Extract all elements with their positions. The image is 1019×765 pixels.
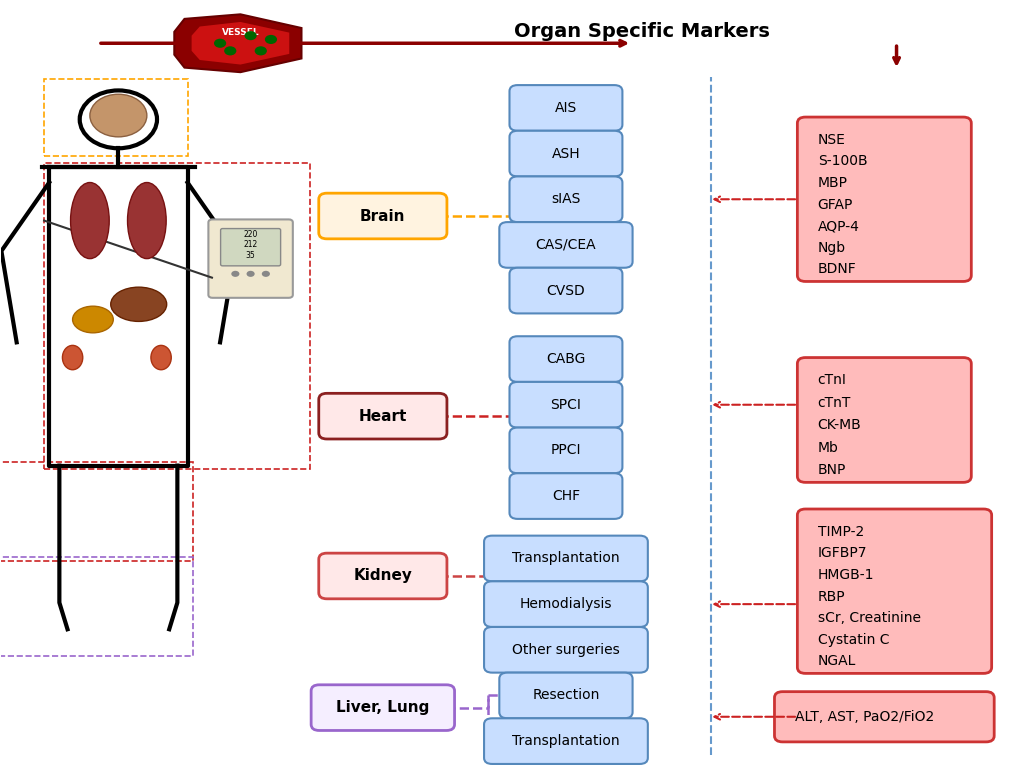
Polygon shape xyxy=(192,22,289,64)
Text: Cystatin C: Cystatin C xyxy=(817,633,889,646)
Text: cTnI: cTnI xyxy=(817,373,846,387)
Text: MBP: MBP xyxy=(817,176,847,190)
FancyBboxPatch shape xyxy=(484,536,647,581)
Ellipse shape xyxy=(72,306,113,333)
Text: HMGB-1: HMGB-1 xyxy=(817,568,873,582)
FancyBboxPatch shape xyxy=(220,229,280,266)
FancyBboxPatch shape xyxy=(510,382,622,428)
FancyBboxPatch shape xyxy=(510,85,622,131)
Ellipse shape xyxy=(127,183,166,259)
FancyBboxPatch shape xyxy=(319,553,446,599)
Text: CABG: CABG xyxy=(546,352,585,366)
Text: Brain: Brain xyxy=(360,209,406,223)
Text: Hemodialysis: Hemodialysis xyxy=(520,597,611,611)
Text: 220
212
35: 220 212 35 xyxy=(244,230,258,260)
Text: IGFBP7: IGFBP7 xyxy=(817,546,866,561)
Text: Heart: Heart xyxy=(359,409,407,424)
Text: Other surgeries: Other surgeries xyxy=(512,643,620,657)
Text: PPCI: PPCI xyxy=(550,444,581,457)
Polygon shape xyxy=(174,15,302,72)
Text: CHF: CHF xyxy=(551,489,580,503)
Ellipse shape xyxy=(62,345,83,369)
Text: AQP-4: AQP-4 xyxy=(817,219,859,233)
FancyBboxPatch shape xyxy=(499,672,632,718)
FancyBboxPatch shape xyxy=(510,428,622,474)
FancyBboxPatch shape xyxy=(499,222,632,268)
FancyBboxPatch shape xyxy=(510,131,622,177)
Text: sIAS: sIAS xyxy=(550,192,580,207)
Text: CAS/CEA: CAS/CEA xyxy=(535,238,596,252)
Text: BDNF: BDNF xyxy=(817,262,856,276)
FancyBboxPatch shape xyxy=(510,177,622,222)
Text: NGAL: NGAL xyxy=(817,654,855,668)
FancyBboxPatch shape xyxy=(510,337,622,382)
Circle shape xyxy=(245,31,257,41)
Text: Ngb: Ngb xyxy=(817,241,845,255)
FancyBboxPatch shape xyxy=(773,692,994,742)
Text: CVSD: CVSD xyxy=(546,284,585,298)
Ellipse shape xyxy=(70,183,109,259)
Circle shape xyxy=(90,94,147,137)
Circle shape xyxy=(247,271,255,277)
Text: NSE: NSE xyxy=(817,133,845,147)
Circle shape xyxy=(255,47,267,55)
Ellipse shape xyxy=(151,345,171,369)
Text: sCr, Creatinine: sCr, Creatinine xyxy=(817,611,920,625)
Text: Kidney: Kidney xyxy=(353,568,412,584)
Text: cTnT: cTnT xyxy=(817,396,850,410)
Text: S-100B: S-100B xyxy=(817,155,866,168)
Text: VESSEL: VESSEL xyxy=(221,28,259,37)
Text: Transplantation: Transplantation xyxy=(512,734,620,748)
FancyBboxPatch shape xyxy=(311,685,454,731)
FancyBboxPatch shape xyxy=(319,393,446,439)
FancyBboxPatch shape xyxy=(797,509,990,673)
FancyBboxPatch shape xyxy=(484,581,647,627)
Text: TIMP-2: TIMP-2 xyxy=(817,525,863,539)
Text: Organ Specific Markers: Organ Specific Markers xyxy=(514,22,769,41)
FancyBboxPatch shape xyxy=(208,220,292,298)
FancyBboxPatch shape xyxy=(510,268,622,314)
Text: ASH: ASH xyxy=(551,147,580,161)
FancyBboxPatch shape xyxy=(319,194,446,239)
Text: SPCI: SPCI xyxy=(550,398,581,412)
Text: CK-MB: CK-MB xyxy=(817,418,861,432)
Text: GFAP: GFAP xyxy=(817,197,852,212)
Text: Resection: Resection xyxy=(532,688,599,702)
Text: Transplantation: Transplantation xyxy=(512,552,620,565)
Circle shape xyxy=(214,39,226,48)
FancyBboxPatch shape xyxy=(484,627,647,672)
Circle shape xyxy=(224,47,236,55)
Circle shape xyxy=(231,271,239,277)
FancyBboxPatch shape xyxy=(797,357,970,483)
Text: AIS: AIS xyxy=(554,101,577,115)
Ellipse shape xyxy=(111,287,166,321)
Circle shape xyxy=(265,35,277,44)
Text: BNP: BNP xyxy=(817,463,845,477)
Text: Liver, Lung: Liver, Lung xyxy=(336,700,429,715)
Text: Mb: Mb xyxy=(817,441,838,454)
Text: ALT, AST, PaO2/FiO2: ALT, AST, PaO2/FiO2 xyxy=(794,710,933,724)
FancyBboxPatch shape xyxy=(797,117,970,282)
Circle shape xyxy=(262,271,270,277)
FancyBboxPatch shape xyxy=(510,474,622,519)
FancyBboxPatch shape xyxy=(484,718,647,764)
Text: RBP: RBP xyxy=(817,590,845,604)
